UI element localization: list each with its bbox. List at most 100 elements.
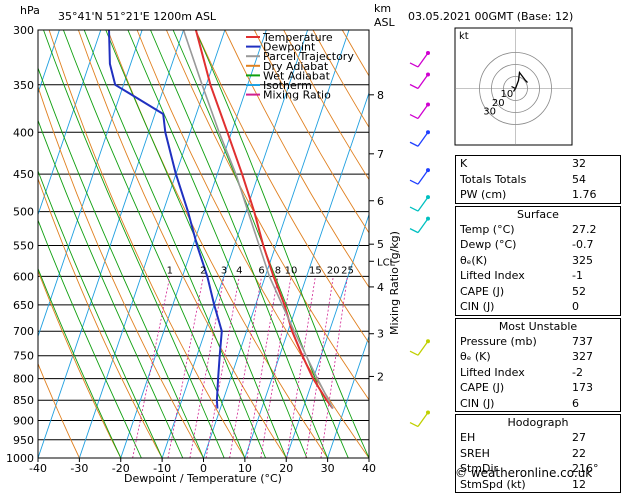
index-value: 327 [572,350,593,363]
mixing-ratio-label: 4 [236,265,242,276]
pressure-tick-label: 750 [13,350,34,363]
mixing-ratio-label: 3 [221,265,227,276]
wind-barb-dot [426,130,430,135]
mixing-ratio-line [205,276,240,458]
temp-tick-label: 0 [200,462,207,475]
most-unstable-box: Most Unstable Pressure (mb) 737 θₑ (K) 327 Li… [455,317,621,412]
index-row: EH 27 [456,430,620,446]
wet-adiabat-line [150,30,329,458]
index-row: Totals Totals 54 [456,172,620,188]
dry-adiabat-line [224,30,369,289]
index-label: StmDir [460,462,499,475]
wind-barb-flag [409,62,419,68]
wind-barb-staff [417,131,429,147]
wet-adiabat-line [38,66,204,458]
index-value: 6 [572,396,579,410]
wind-barb-staff [417,340,429,356]
wind-barb-staff [417,412,429,427]
mixing-ratio-label: 1 [167,265,173,276]
indices-summary-box: K 32 Totals Totals 54 PW (cm) 1.76 [455,155,621,204]
dry-adiabat-line [38,85,204,458]
dry-adiabat-line [38,362,80,458]
index-value: 22 [572,446,586,460]
index-value: 216° [572,462,599,475]
wind-barb-staff [417,196,429,212]
km-tick-label: 4 [377,281,384,294]
storm-motion-marker [511,85,516,92]
hodograph-unit: kt [459,31,469,42]
location-title: 35°41'N 51°21'E 1200m ASL [58,10,217,23]
isotherm-line [120,30,267,458]
pressure-tick-label: 550 [13,239,34,252]
wet-adiabat-line [83,30,267,458]
mixing-ratio-line [229,276,262,458]
index-row: θₑ(K) 325 [456,253,620,269]
index-label: Lifted Index [460,269,525,282]
pressure-tick-label: 500 [13,206,34,219]
hodograph-ring-label: 20 [492,98,505,109]
dry-adiabat-line [38,177,163,458]
temp-tick-label: 40 [362,462,376,475]
mixing-ratio-line [320,276,348,458]
mixing-ratio-label: 2 [200,265,206,276]
isotherm-line [285,213,369,458]
index-row: CIN (J) 6 [456,396,620,412]
temp-tick-label: -40 [29,462,47,475]
index-value: 173 [572,381,593,394]
mixing-ratio-label: 25 [341,265,354,276]
wind-barb-flag [409,113,419,120]
pressure-tick-label: 950 [13,434,34,447]
wet-adiabat-line [38,267,122,458]
pressure-tick-label: 450 [13,168,34,181]
pressure-tick-label: 300 [13,24,34,37]
wind-barb-dot [426,195,430,200]
index-row: θₑ (K) 327 [456,349,620,365]
wind-barb-staff [417,169,429,185]
index-label: θₑ (K) [460,350,491,363]
index-label: K [460,157,468,170]
legend-entry: Temperature [262,31,333,44]
asl-label: ASL [374,16,396,29]
pressure-tick-label: 700 [13,325,34,338]
index-label: Dewp (°C) [460,238,517,251]
pressure-tick-label: 900 [13,415,34,428]
temp-tick-label: 20 [279,462,293,475]
index-value: 32 [572,157,586,170]
km-tick-label: 8 [377,89,384,102]
wind-barb-dot [426,216,430,221]
legend-entry: Parcel Trajectory [263,50,354,63]
mixing-ratio-line [246,276,279,458]
temperature-series-line [194,30,334,410]
wet-adiabat-line [172,30,349,458]
index-label: CIN (J) [460,300,495,313]
index-label: Lifted Index [460,365,525,379]
hodograph-ring-label: 10 [500,89,513,100]
index-label: CIN (J) [460,396,495,410]
section-title: Most Unstable [498,319,578,333]
wind-barb-flag [409,179,419,185]
dry-adiabat-line [165,30,369,401]
wind-barb-staff [417,104,429,119]
wind-barb-dot [426,72,430,77]
wind-barb-flag [409,206,419,212]
mixing-ratio-label: 6 [258,265,264,276]
index-row: K 32 [456,156,620,172]
index-row: PW (cm) 1.76 [456,187,620,203]
x-axis-label: Dewpoint / Temperature (°C) [124,472,282,485]
wind-barb-flag [409,83,419,90]
index-value: -2 [572,365,583,379]
index-row: CAPE (J) 52 [456,284,620,300]
index-value: 52 [572,284,586,298]
dry-adiabat-line [283,30,369,181]
pressure-tick-label: 650 [13,299,34,312]
mixing-ratio-line [189,276,225,458]
legend-entry: Dewpoint [263,41,316,54]
index-value: 1.76 [572,188,597,201]
wind-barb-flag [409,141,419,147]
hodograph-ring-label: 30 [483,106,496,117]
index-value: 325 [572,253,593,267]
index-label: SREH [460,446,490,460]
km-label: km [374,2,391,15]
pressure-tick-label: 850 [13,394,34,407]
wet-adiabat-line [195,30,369,458]
